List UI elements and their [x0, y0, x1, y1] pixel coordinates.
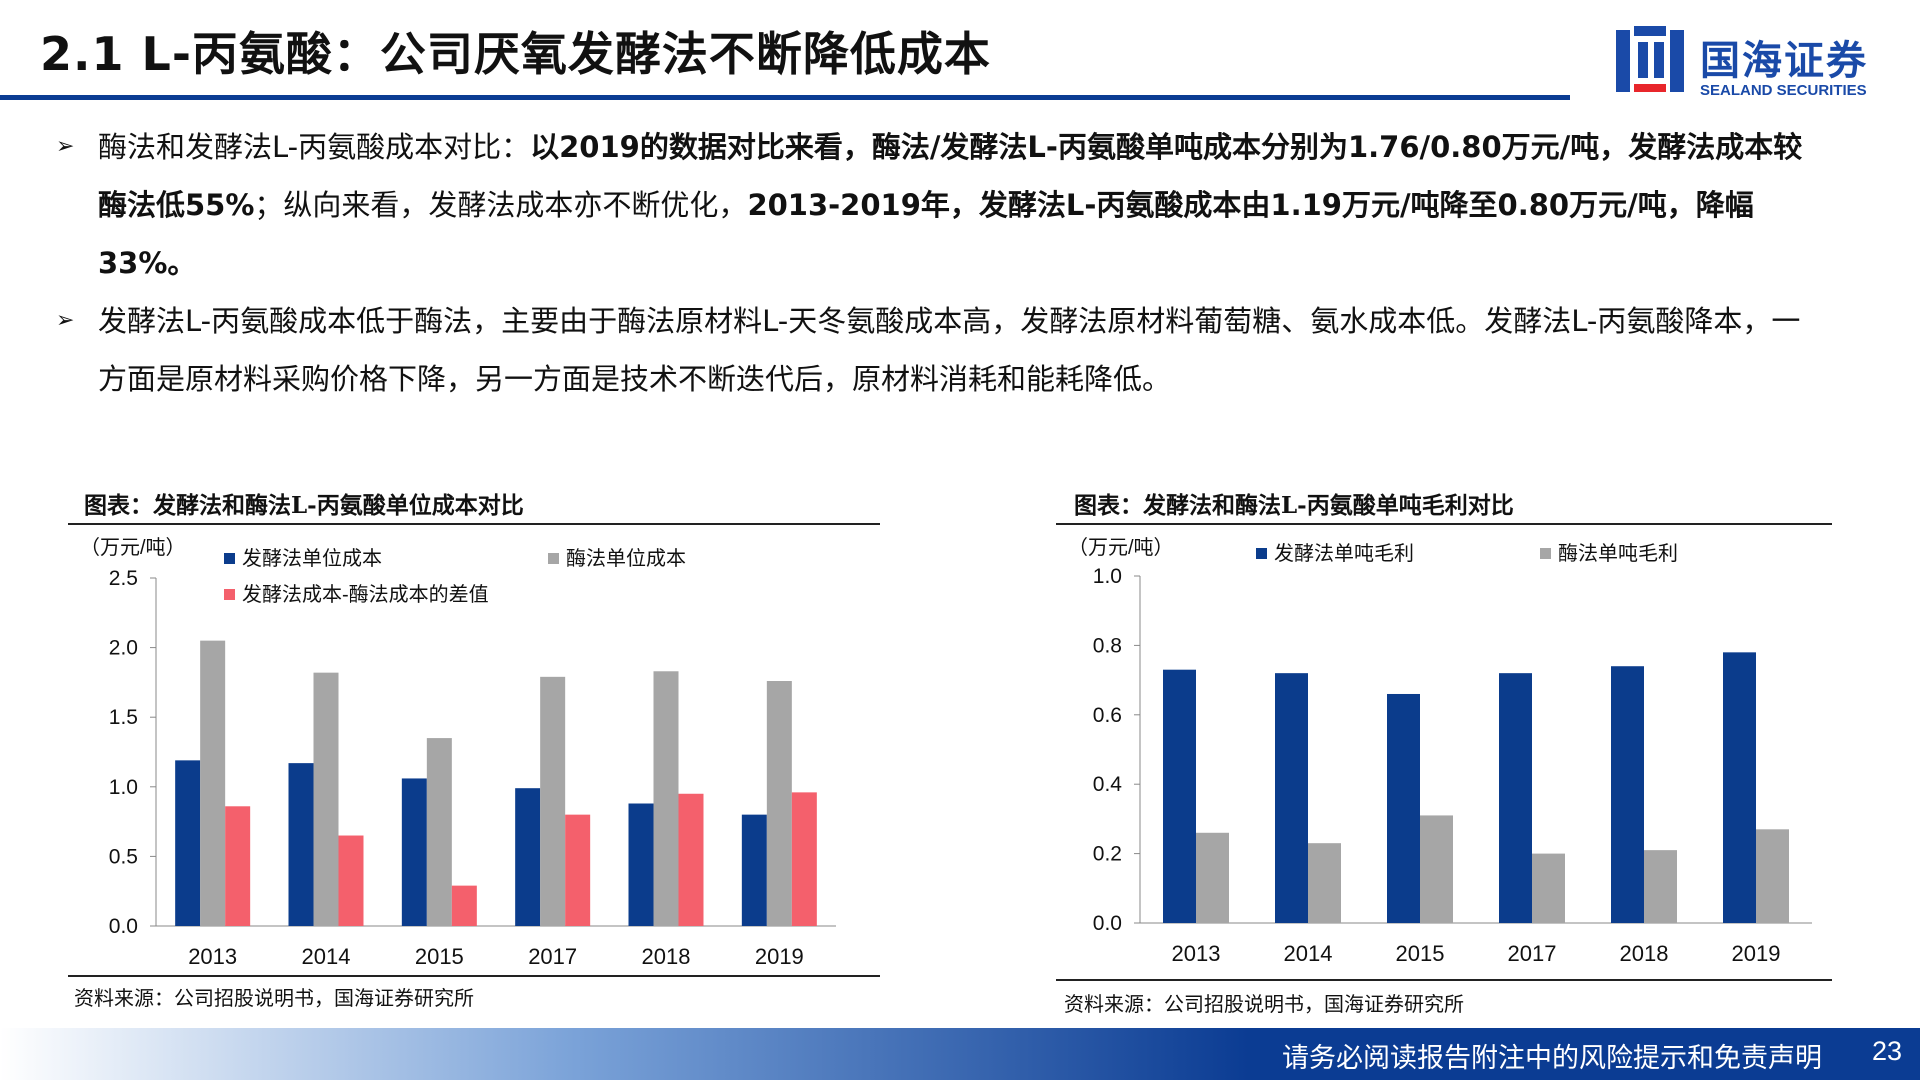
chart1-bar-2015-s1	[426, 738, 452, 926]
title-underline	[0, 95, 1570, 100]
chart1-x-tick-label: 2013	[188, 944, 237, 969]
chart2-legend-label: 酶法单吨毛利	[1558, 542, 1678, 565]
chart1-bar-2014-s2	[338, 835, 364, 926]
chart1-bar-2018-s2	[678, 793, 704, 926]
chart2-x-tick-label: 2015	[1396, 941, 1445, 966]
chart1-bar-2014-s0	[288, 763, 314, 926]
chart1-legend-label: 发酵法成本-酶法成本的差值	[242, 583, 489, 606]
chart1-bar-2019-s2	[791, 792, 817, 926]
chart1-y-tick-label: 1.5	[109, 706, 138, 729]
chart2-y-tick-label: 0.0	[1093, 912, 1122, 935]
chart1-x-tick-label: 2015	[415, 944, 464, 969]
chart2-bar-2019-s0	[1723, 652, 1756, 923]
chart2-legend-swatch	[1256, 548, 1267, 559]
chart1-y-tick-label: 1.0	[109, 776, 138, 799]
chart1-x-tick-label: 2014	[302, 944, 351, 969]
logo-english-name: SEALAND SECURITIES	[1700, 82, 1867, 99]
chart1-x-tick-label: 2019	[755, 944, 804, 969]
chart2-bar-2017-s0	[1499, 673, 1532, 923]
chart2-bar-2019-s1	[1756, 829, 1789, 923]
chart2-legend-label: 发酵法单吨毛利	[1274, 542, 1414, 565]
chart2-bar-2013-s1	[1196, 832, 1229, 923]
chart1-y-tick-label: 0.5	[109, 845, 138, 868]
chart2-unit-label: （万元/吨）	[1068, 536, 1174, 559]
chart1-bar-2017-s1	[540, 676, 566, 926]
bullet-item-cost-comparison: ➢ 酶法和发酵法L-丙氨酸成本对比：以2019的数据对比来看，酶法/发酵法L-丙…	[56, 118, 1816, 292]
chart1-bottom-rule	[68, 975, 880, 977]
chart2-legend-swatch	[1540, 548, 1551, 559]
chart1-bar-2017-s2	[565, 814, 591, 926]
unit-cost-chart: （万元/吨） 0.0 0.5 1.0 1.5 2.0 2.5 2013 2014 2015 2017…	[80, 536, 836, 969]
page-title: 2.1 L-丙氨酸：公司厌氧发酵法不断降低成本	[40, 27, 991, 81]
chart2-bar-2015-s1	[1420, 815, 1453, 923]
chart2-bar-2015-s0	[1387, 693, 1420, 923]
chart1-y-tick-label: 2.0	[109, 637, 138, 660]
chart2-y-tick-label: 0.6	[1093, 704, 1122, 727]
page-number: 23	[1871, 1036, 1902, 1066]
chart2-x-tick-label: 2013	[1172, 941, 1221, 966]
chart1-legend-label: 酶法单位成本	[566, 547, 686, 570]
chart2-x-tick-label: 2019	[1732, 941, 1781, 966]
bullet-mid-text: ；纵向来看，发酵法成本亦不断优化，	[254, 188, 748, 222]
footer-disclaimer: 请务必阅读报告附注中的风险提示和免责声明	[1282, 1043, 1822, 1074]
chart1-legend-swatch	[224, 589, 235, 600]
logo-chinese-name: 国海证券	[1700, 38, 1868, 84]
chart1-top-rule	[68, 523, 880, 525]
company-logo: 国海证券 SEALAND SECURITIES	[1612, 22, 1912, 102]
bullet-text: 发酵法L-丙氨酸成本低于酶法，主要由于酶法原材料L-天冬氨酸成本高，发酵法原材料…	[98, 304, 1801, 396]
chart1-y-tick-label: 0.0	[109, 915, 138, 938]
chart1-bar-2018-s0	[628, 803, 654, 926]
chart2-bar-2014-s1	[1308, 843, 1341, 923]
chart1-legend-swatch	[224, 553, 235, 564]
chart1-title: 图表：发酵法和酶法L-丙氨酸单位成本对比	[84, 492, 524, 519]
logo-mark-icon	[1616, 26, 1684, 92]
chart1-x-tick-label: 2017	[528, 944, 577, 969]
chart1-unit-label: （万元/吨）	[80, 536, 186, 559]
chart1-bar-2015-s2	[451, 885, 477, 926]
chart2-x-tick-label: 2018	[1620, 941, 1669, 966]
chart1-bar-2019-s1	[766, 681, 792, 926]
bullet-list: ➢ 酶法和发酵法L-丙氨酸成本对比：以2019的数据对比来看，酶法/发酵法L-丙…	[56, 118, 1816, 408]
arrow-bullet-icon: ➢	[56, 134, 75, 159]
chart2-title: 图表：发酵法和酶法L-丙氨酸单吨毛利对比	[1074, 492, 1514, 519]
chart1-bar-2019-s0	[741, 814, 767, 926]
bullet-bold-text: 2013-2019年，发酵法L-丙氨酸成本由1.19万元/吨降至0.80万元/吨…	[98, 188, 1754, 280]
arrow-bullet-icon: ➢	[56, 308, 75, 333]
chart1-bar-2013-s2	[225, 806, 251, 926]
chart1-bar-2013-s1	[200, 640, 226, 926]
chart2-x-tick-label: 2017	[1508, 941, 1557, 966]
chart2-y-tick-label: 1.0	[1093, 565, 1122, 588]
chart1-x-tick-label: 2018	[642, 944, 691, 969]
chart2-y-tick-label: 0.2	[1093, 843, 1122, 866]
chart1-bar-2017-s0	[515, 788, 541, 926]
bullet-lead: 酶法和发酵法L-丙氨酸成本对比：	[98, 130, 531, 164]
footer-bar: 请务必阅读报告附注中的风险提示和免责声明 23	[0, 1028, 1920, 1080]
chart2-top-rule	[1056, 523, 1832, 525]
chart2-x-tick-label: 2014	[1284, 941, 1333, 966]
chart1-bar-2014-s1	[313, 672, 339, 926]
chart1-legend-label: 发酵法单位成本	[242, 547, 382, 570]
chart1-bar-2013-s0	[175, 760, 201, 926]
chart2-bar-2014-s0	[1275, 673, 1308, 923]
chart2-y-tick-label: 0.8	[1093, 634, 1122, 657]
chart2-bar-2018-s0	[1611, 666, 1644, 923]
chart2-bar-2013-s0	[1163, 669, 1196, 923]
chart2-bar-2018-s1	[1644, 850, 1677, 923]
chart2-y-tick-label: 0.4	[1093, 773, 1123, 796]
chart2-source: 资料来源：公司招股说明书，国海证券研究所	[1064, 992, 1464, 1016]
bullet-item-cost-reason: ➢ 发酵法L-丙氨酸成本低于酶法，主要由于酶法原材料L-天冬氨酸成本高，发酵法原…	[56, 292, 1816, 408]
chart1-bar-2015-s0	[401, 778, 427, 926]
chart2-bar-2017-s1	[1532, 853, 1565, 923]
chart2-bottom-rule	[1056, 979, 1832, 981]
bullet-bold-text: 以2019的数据对比来看，酶法/发酵法L-丙氨酸单吨成本分别为1.76/0.80…	[98, 130, 1803, 222]
chart1-source: 资料来源：公司招股说明书，国海证券研究所	[74, 986, 474, 1010]
chart1-legend-swatch	[548, 553, 559, 564]
gross-profit-chart: （万元/吨） 0.0 0.2 0.4 0.6 0.8 1.0 2013 2014 2015 2017…	[1068, 536, 1812, 966]
chart1-y-tick-label: 2.5	[109, 567, 138, 590]
chart1-bar-2018-s1	[653, 671, 679, 926]
